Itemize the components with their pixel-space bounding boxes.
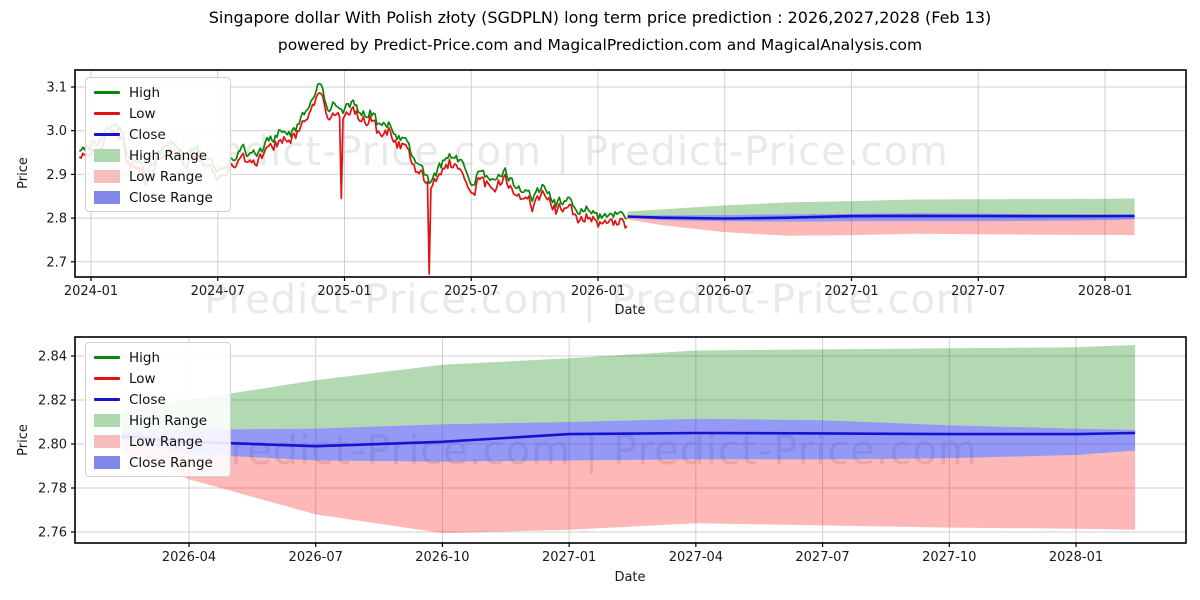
legend-item-close-range: Close Range <box>94 187 230 208</box>
legend-item-close: Close <box>94 389 230 410</box>
legend-item-close-range: Close Range <box>94 452 230 473</box>
y-tick-label: 2.8 <box>46 212 67 227</box>
x-tick-label: 2026-01 <box>571 284 625 299</box>
legend-main-chart: High Low Close High Range Low Range Clos… <box>85 77 231 212</box>
legend-label: Close Range <box>129 189 213 206</box>
full-history-and-forecast-data <box>78 82 1135 275</box>
low-range-band <box>627 217 1135 236</box>
legend-label: Close Range <box>129 454 213 471</box>
watermark-text-main: Predict-Price.com | Predict-Price.com <box>177 129 949 175</box>
x-tick-label: 2028-01 <box>1078 284 1132 299</box>
y-tick-label: 2.76 <box>38 526 67 541</box>
legend-item-high: High <box>94 347 230 368</box>
legend-label: Low <box>129 105 156 122</box>
y-tick-label: 2.9 <box>46 168 67 183</box>
legend-label: High Range <box>129 147 208 164</box>
x-tick-label: 2026-10 <box>415 550 469 565</box>
plot-border <box>74 69 1187 278</box>
legend-label: Low Range <box>129 433 203 450</box>
low-range-swatch <box>94 170 120 183</box>
high-line-swatch <box>94 356 120 359</box>
legend-item-low: Low <box>94 368 230 389</box>
x-tick-label: 2027-01 <box>542 550 596 565</box>
low-range-band <box>121 440 1136 534</box>
x-tick-label: 2028-01 <box>1049 550 1103 565</box>
forecast-zoom-data <box>121 345 1136 534</box>
legend-item-high-range: High Range <box>94 145 230 166</box>
high-line-swatch <box>94 91 120 94</box>
x-tick-label: 2027-10 <box>922 550 976 565</box>
y-tick-label: 2.80 <box>38 438 67 453</box>
low-line-swatch <box>94 377 120 380</box>
high-range-band <box>627 198 1135 216</box>
close-range-swatch <box>94 191 120 204</box>
x-tick-label: 2027-01 <box>824 284 878 299</box>
legend-item-high-range: High Range <box>94 410 230 431</box>
legend-label: Close <box>129 126 166 143</box>
x-tick-label: 2024-07 <box>191 284 245 299</box>
close-line <box>627 214 1135 220</box>
y-tick-label: 3.1 <box>46 81 67 96</box>
y-axis-label: Price <box>16 424 31 456</box>
legend-item-low-range: Low Range <box>94 166 230 187</box>
low-line-swatch <box>94 112 120 115</box>
legend-forecast-chart: High Low Close High Range Low Range Clos… <box>85 342 231 477</box>
chart-title: Singapore dollar With Polish złoty (SGDP… <box>208 8 992 27</box>
legend-item-low-range: Low Range <box>94 431 230 452</box>
x-tick-label: 2026-07 <box>289 550 343 565</box>
legend-item-high: High <box>94 82 230 103</box>
chart-subtitle: powered by Predict-Price.com and Magical… <box>277 36 923 54</box>
tick-labels: 2024-01 2024-07 2025-01 2025-07 2026-01 2026-… <box>16 81 1132 319</box>
high-range-swatch <box>94 414 120 427</box>
x-tick-label: 2027-07 <box>951 284 1005 299</box>
y-axis-label: Price <box>16 157 31 189</box>
x-tick-label: 2025-07 <box>444 284 498 299</box>
y-tick-label: 2.84 <box>38 350 67 365</box>
high-range-swatch <box>94 149 120 162</box>
close-line-swatch <box>94 133 120 136</box>
gridlines <box>75 70 1186 277</box>
legend-label: High <box>129 349 161 366</box>
watermark-text-axis: Predict-Price.com | Predict-Price.com <box>204 277 976 323</box>
legend-label: High Range <box>129 412 208 429</box>
close-range-band <box>121 418 1136 462</box>
y-tick-label: 3.0 <box>46 124 67 139</box>
x-tick-label: 2024-01 <box>64 284 118 299</box>
y-tick-label: 2.82 <box>38 394 67 409</box>
x-tick-label: 2027-04 <box>669 550 723 565</box>
legend-item-close: Close <box>94 124 230 145</box>
low-range-swatch <box>94 435 120 448</box>
x-tick-label: 2026-04 <box>162 550 216 565</box>
tick-labels: 2026-04 2026-07 2026-10 2027-01 2027-04 2027-… <box>16 350 1103 586</box>
legend-label: Low <box>129 370 156 387</box>
plot-border <box>74 336 1187 544</box>
x-axis-label: Date <box>614 303 645 318</box>
close-line-swatch <box>94 398 120 401</box>
high-range-band <box>121 345 1136 432</box>
legend-item-low: Low <box>94 103 230 124</box>
x-tick-label: 2027-07 <box>795 550 849 565</box>
legend-label: Low Range <box>129 168 203 185</box>
y-tick-label: 2.78 <box>38 482 67 497</box>
close-range-swatch <box>94 456 120 469</box>
legend-label: Close <box>129 391 166 408</box>
close-line <box>121 431 1136 448</box>
x-tick-label: 2026-07 <box>698 284 752 299</box>
y-tick-label: 2.7 <box>46 255 67 270</box>
x-tick-label: 2025-01 <box>317 284 371 299</box>
legend-label: High <box>129 84 161 101</box>
x-axis-label: Date <box>614 570 645 585</box>
